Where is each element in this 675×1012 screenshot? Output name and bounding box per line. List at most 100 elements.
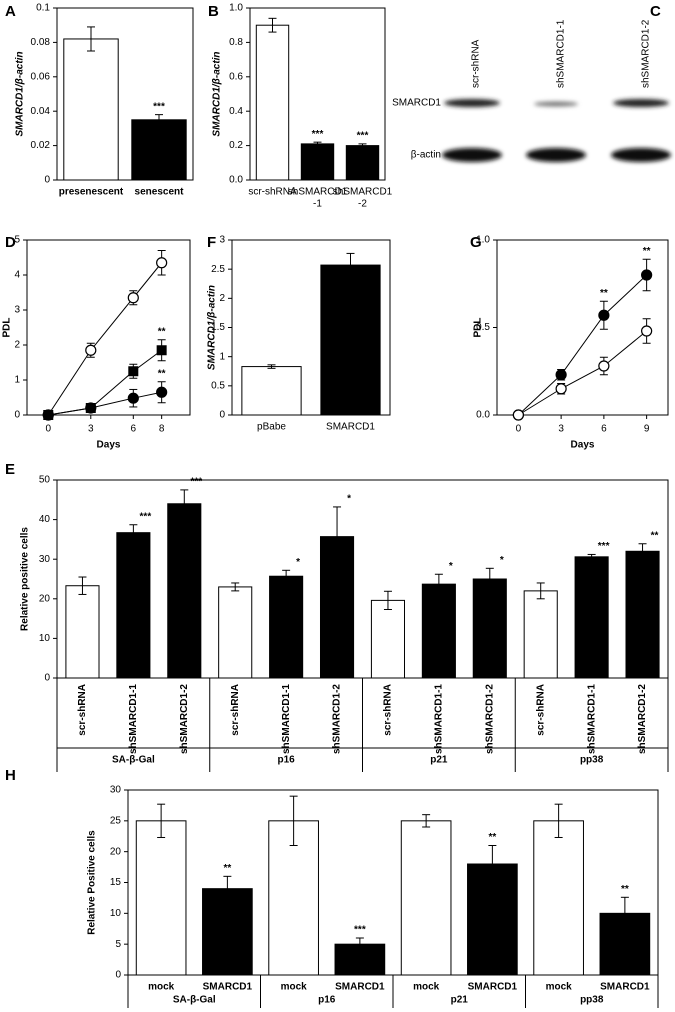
x-tick-label: scr-shRNA	[535, 684, 546, 736]
panel-letter: D	[5, 234, 16, 251]
significance: *	[296, 557, 300, 568]
significance: ***	[140, 511, 152, 522]
y-tick-label: 40	[39, 514, 51, 525]
y-tick-label: 15	[110, 877, 122, 888]
marker	[85, 402, 97, 414]
blot: C scr-shRNA shSMARCD1-1 shSMARCD1-2 SMAR…	[392, 3, 671, 162]
bar	[269, 575, 304, 679]
y-tick-label: 0.2	[229, 140, 243, 151]
y-tick-label: 5	[115, 939, 121, 950]
group-label: pp38	[580, 995, 604, 1006]
group-label: p16	[278, 755, 296, 766]
significance: *	[500, 555, 504, 566]
marker	[598, 309, 610, 321]
bar	[65, 585, 100, 679]
y-tick-label: 5	[14, 235, 20, 246]
marker	[127, 292, 139, 304]
x-tick-label: SMARCD1	[326, 422, 375, 433]
x-axis-title: Days	[571, 440, 595, 451]
significance: **	[643, 246, 651, 257]
bar	[241, 366, 302, 416]
y-tick-label: 1.0	[476, 235, 490, 246]
y-tick-label: 0.04	[31, 106, 51, 117]
bar	[63, 38, 119, 181]
marker	[555, 369, 567, 381]
y-tick-label: 2.5	[211, 264, 225, 275]
bar	[574, 556, 609, 679]
x-tick-label: 6	[601, 424, 607, 435]
x-tick-label: 3	[88, 424, 94, 435]
plot-frame	[56, 7, 194, 181]
bands	[442, 99, 671, 162]
x-tick-label: shSMARCD1	[288, 187, 348, 198]
y-tick-label: 3	[14, 305, 20, 316]
y-tick-label: 0	[14, 410, 20, 421]
panel-letter: A	[5, 3, 16, 20]
y-axis-title: SMARCD1/β-actin	[207, 285, 218, 370]
significance: *	[347, 494, 351, 505]
x-tick-label: -2	[358, 199, 367, 210]
y-tick-label: 0.0	[476, 410, 490, 421]
series-line	[518, 274, 647, 416]
y-tick-label: 1	[14, 375, 20, 386]
x-tick-label: SMARCD1	[335, 982, 385, 993]
x-tick-label: 6	[131, 424, 137, 435]
significance: **	[158, 326, 166, 337]
marker	[85, 344, 97, 356]
significance: ***	[312, 129, 324, 140]
x-tick-label: mock	[546, 982, 573, 993]
y-tick-label: 10	[110, 908, 122, 919]
y-tick-label: 4	[14, 270, 20, 281]
x-tick-label: mock	[148, 982, 175, 993]
y-tick-label: 0.6	[229, 71, 243, 82]
bar	[370, 599, 406, 679]
bar	[218, 586, 253, 679]
marker	[127, 392, 139, 404]
bar	[255, 24, 290, 181]
lane-label: shSMARCD1-2	[641, 19, 652, 88]
y-tick-label: 30	[110, 785, 122, 796]
panel-letter: E	[5, 461, 15, 478]
x-tick-label: shSMARCD1-1	[434, 684, 445, 754]
y-tick-label: 0	[44, 673, 50, 684]
y-tick-label: 10	[39, 633, 51, 644]
band	[442, 148, 502, 162]
x-tick-label: shSMARCD1-1	[281, 684, 292, 754]
x-tick-label: -1	[313, 199, 322, 210]
marker	[156, 257, 168, 269]
y-tick-label: 0	[44, 175, 50, 186]
marker	[42, 409, 54, 421]
bar	[135, 820, 187, 976]
x-tick-label: shSMARCD1-2	[179, 684, 190, 754]
y-tick-label: 0.5	[211, 380, 225, 391]
y-tick-label: 0.1	[36, 3, 50, 14]
band	[611, 148, 671, 162]
y-tick-label: 0	[219, 410, 225, 421]
y-tick-label: 2	[14, 340, 20, 351]
y-tick-label: 3	[219, 235, 225, 246]
panel-letter: G	[470, 234, 482, 251]
x-tick-label: senescent	[135, 187, 185, 198]
series-line	[47, 262, 163, 416]
group-label: pp38	[580, 755, 604, 766]
significance: **	[488, 832, 496, 843]
y-tick-label: 0.4	[229, 106, 243, 117]
significance: **	[158, 368, 166, 379]
x-tick-label: SMARCD1	[203, 982, 253, 993]
y-axis-title: Relative Positive cells	[87, 830, 98, 935]
band	[613, 99, 669, 107]
marker	[156, 345, 167, 356]
marker	[641, 269, 653, 281]
y-tick-label: 0.0	[229, 175, 243, 186]
y-tick-label: 30	[39, 554, 51, 565]
x-tick-label: mock	[281, 982, 308, 993]
x-tick-label: shSMARCD1-2	[484, 684, 495, 754]
y-axis-title: SMARCD1/β-actin	[212, 51, 223, 136]
y-tick-label: 1.5	[211, 322, 225, 333]
y-tick-label: 1.0	[229, 3, 243, 14]
x-tick-label: 8	[159, 424, 165, 435]
y-tick-label: 0.5	[476, 322, 490, 333]
marker	[641, 325, 653, 337]
series-line	[518, 330, 647, 416]
